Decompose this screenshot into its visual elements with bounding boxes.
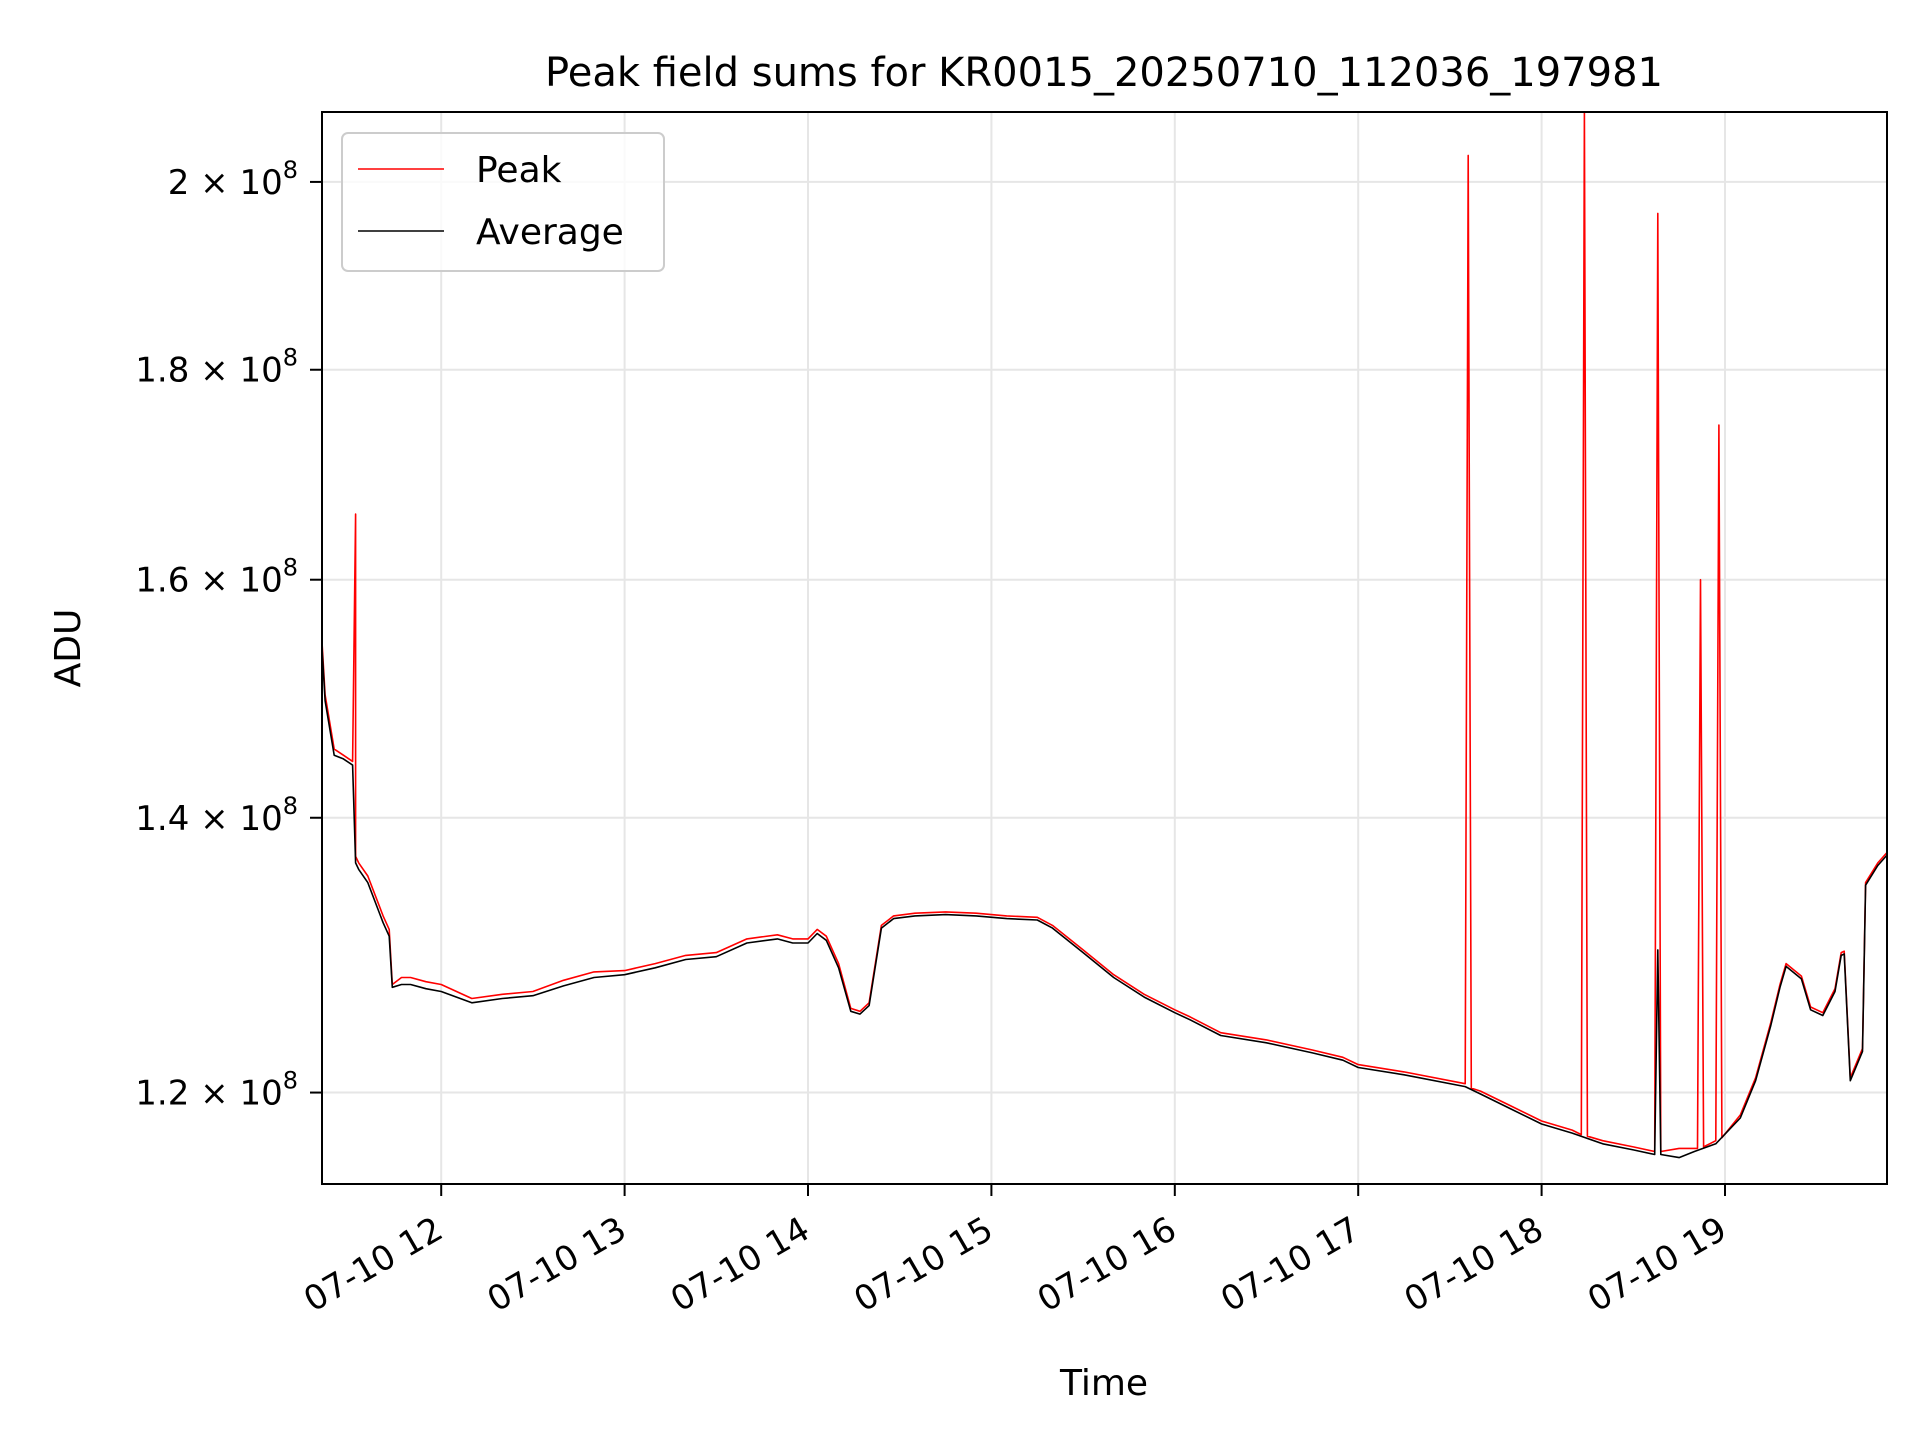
y-axis-label: ADU xyxy=(48,609,89,688)
series-line-average xyxy=(321,647,1888,1159)
grid-lines xyxy=(322,112,1887,1184)
legend-box xyxy=(341,132,665,272)
y-tick-label: 1.8 × 108 xyxy=(135,344,298,391)
y-tick-label: 1.6 × 108 xyxy=(135,554,298,601)
chart-title: Peak field sums for KR0015_20250710_1120… xyxy=(545,50,1663,96)
legend-label-average: Average xyxy=(476,212,624,253)
y-tick-label: 1.2 × 108 xyxy=(135,1067,298,1114)
legend: Peak Average xyxy=(341,132,665,272)
y-axis-ticks: 1.2 × 108 1.4 × 108 1.6 × 108 1.8 × 108 2 × … xyxy=(135,156,322,1114)
legend-label-peak: Peak xyxy=(476,150,562,191)
series-lines xyxy=(321,111,1888,1159)
x-axis-label: Time xyxy=(1059,1363,1148,1404)
y-tick-label: 1.4 × 108 xyxy=(135,792,298,839)
y-tick-label: 2 × 108 xyxy=(168,156,298,203)
plot-frame xyxy=(321,111,1888,1185)
series-line-peak xyxy=(321,111,1888,1153)
